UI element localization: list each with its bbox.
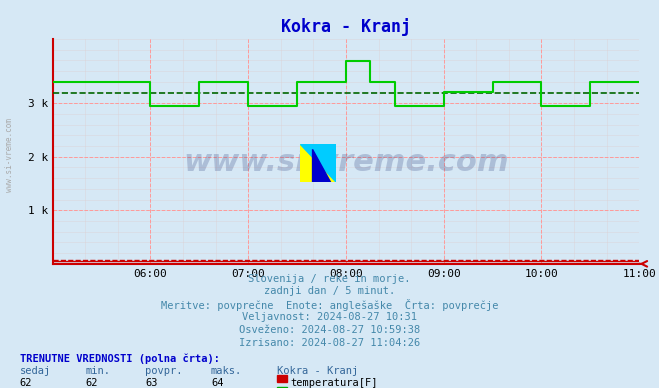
Polygon shape [300,144,336,182]
Text: zadnji dan / 5 minut.: zadnji dan / 5 minut. [264,286,395,296]
Bar [277,387,287,388]
Text: povpr.: povpr. [145,365,183,376]
Title: Kokra - Kranj: Kokra - Kranj [281,18,411,36]
Text: 63: 63 [145,378,158,388]
Text: 62: 62 [20,378,32,388]
Text: Slovenija / reke in morje.: Slovenija / reke in morje. [248,274,411,284]
Bar [277,375,287,383]
Text: www.si-vreme.com: www.si-vreme.com [5,118,14,192]
Text: Veljavnost: 2024-08-27 10:31: Veljavnost: 2024-08-27 10:31 [242,312,417,322]
Text: Izrisano: 2024-08-27 11:04:26: Izrisano: 2024-08-27 11:04:26 [239,338,420,348]
Text: maks.: maks. [211,365,242,376]
Text: Osveženo: 2024-08-27 10:59:38: Osveženo: 2024-08-27 10:59:38 [239,325,420,335]
Polygon shape [312,149,331,182]
Text: 64: 64 [211,378,223,388]
Text: www.si-vreme.com: www.si-vreme.com [183,148,509,177]
Polygon shape [300,144,336,182]
Text: Meritve: povprečne  Enote: anglešaške  Črta: povprečje: Meritve: povprečne Enote: anglešaške Črt… [161,299,498,311]
Text: sedaj: sedaj [20,365,51,376]
Text: temperatura[F]: temperatura[F] [290,378,378,388]
Text: min.: min. [86,365,111,376]
Text: Kokra - Kranj: Kokra - Kranj [277,365,358,376]
Text: 62: 62 [86,378,98,388]
Text: TRENUTNE VREDNOSTI (polna črta):: TRENUTNE VREDNOSTI (polna črta): [20,353,219,364]
